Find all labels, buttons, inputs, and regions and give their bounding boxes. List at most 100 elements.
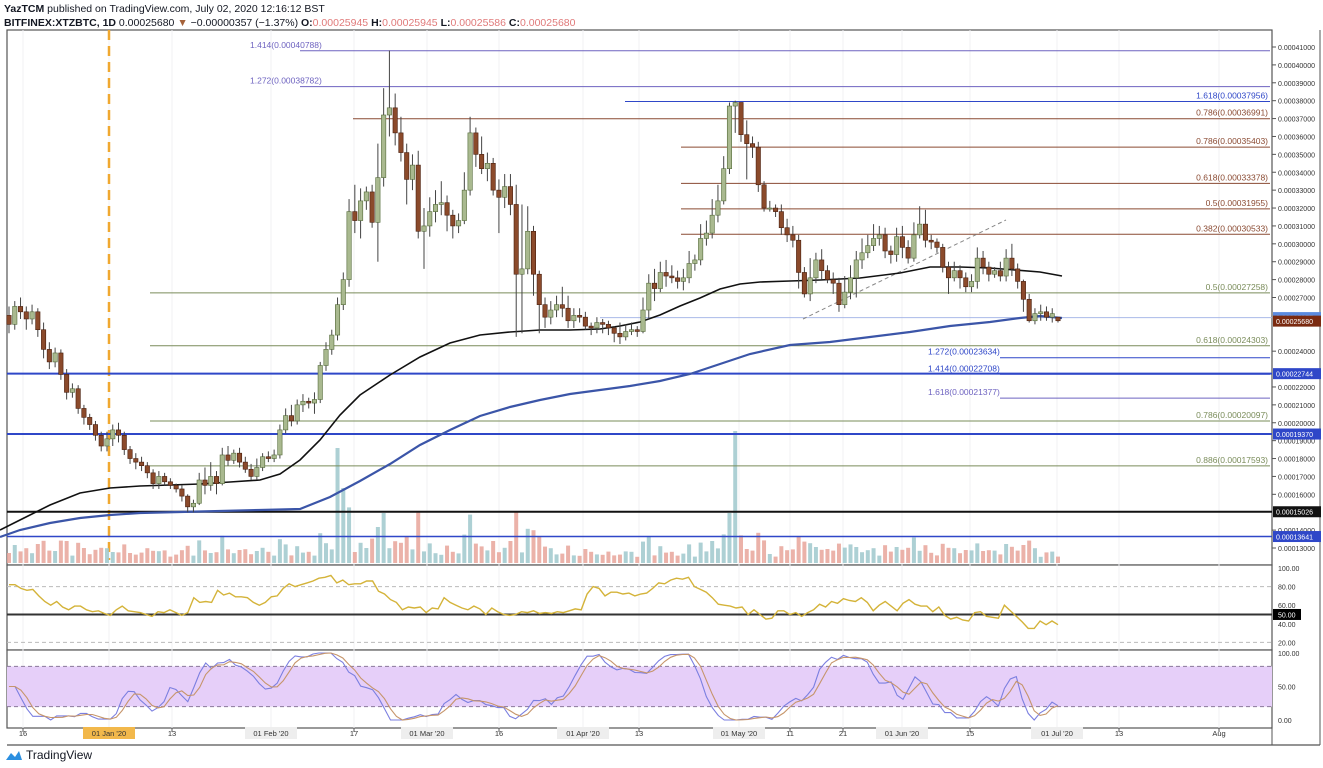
candle-up	[640, 309, 646, 332]
rsi-line	[9, 574, 1059, 630]
candle-up	[519, 268, 525, 275]
candle-down	[611, 327, 617, 334]
candle-up	[52, 352, 58, 363]
candle-up	[698, 238, 704, 261]
volume-bar	[594, 554, 599, 563]
moving-averages	[0, 266, 1063, 539]
volume-bar	[202, 550, 207, 563]
volume-bar	[848, 544, 853, 563]
candle-up	[438, 202, 444, 205]
volume-bar	[652, 555, 657, 563]
y-tick-label: 0.00041000	[1278, 45, 1315, 52]
y-tick-label: 0.00027000	[1278, 296, 1315, 303]
candle-down	[934, 241, 940, 248]
candle-down	[352, 211, 358, 221]
volume-bar	[254, 551, 259, 563]
candle-down	[1043, 311, 1049, 318]
volume-bar	[519, 552, 524, 563]
time-axis[interactable]: 16 01 Jan '20 13 01 Feb '20 17 01 Mar '20 16 01…	[19, 727, 1226, 739]
candle-up	[969, 281, 975, 288]
candle-down	[761, 184, 767, 209]
volume-bar	[491, 541, 496, 563]
volume-bar	[226, 549, 231, 563]
ma100-line	[0, 266, 1063, 531]
volume-bar	[571, 555, 576, 563]
volume-bar	[312, 555, 317, 563]
candle-down	[167, 481, 173, 486]
fib-level-label: 0.786(0.00020097)	[1196, 410, 1268, 420]
x-tick-label: 13	[635, 729, 643, 738]
candle-down	[888, 250, 894, 255]
y-tick-label: 0.00034000	[1278, 170, 1315, 177]
candle-down	[819, 259, 825, 271]
candle-down	[133, 458, 139, 463]
volume-bar	[894, 547, 899, 563]
volume-bar	[923, 545, 928, 563]
price-label-text: 0.00019370	[1276, 432, 1313, 439]
volume-bar	[64, 541, 69, 563]
candle-up	[271, 454, 277, 459]
volume-bar	[785, 550, 790, 563]
x-tick-label: 17	[350, 729, 358, 738]
fib-level-label: 0.5(0.00031955)	[1206, 198, 1269, 208]
volume-bar	[99, 547, 104, 563]
price-label-text: 0.00015026	[1276, 510, 1313, 517]
candle-down	[980, 257, 986, 268]
candle-up	[680, 277, 686, 282]
volume-bar	[162, 550, 167, 563]
candle-up	[433, 204, 439, 212]
rsi-tick-label: 80.00	[1278, 585, 1296, 592]
fibonacci-levels[interactable]: 1.414(0.00040788) 1.272(0.00038782) 1.618(…	[150, 40, 1270, 467]
volume-bar	[231, 553, 236, 563]
x-tick-badge	[876, 727, 928, 739]
y-tick-label: 0.00039000	[1278, 81, 1315, 88]
rsi-level-badge	[1273, 608, 1301, 620]
volume-bar	[727, 513, 732, 563]
y-tick-label: 0.00028000	[1278, 278, 1315, 285]
volume-bar	[802, 541, 807, 563]
volume-bar	[986, 550, 991, 563]
symbol-label[interactable]: BITFINEX:XTZBTC, 1D	[4, 17, 116, 29]
candle-down	[652, 282, 658, 289]
fib-level-label: 1.414(0.00040788)	[250, 40, 322, 50]
volume-bar	[93, 549, 98, 563]
volume-bar	[554, 554, 559, 563]
candle-up	[329, 334, 335, 350]
candle-up	[807, 277, 813, 295]
candle-down	[479, 154, 485, 169]
volume-bar	[375, 527, 380, 563]
volume-bar	[744, 549, 749, 563]
candle-down	[530, 230, 536, 275]
candle-down	[98, 434, 104, 447]
stoch-d-line	[9, 652, 1059, 721]
candle-up	[1038, 311, 1044, 314]
volume-bar	[104, 548, 109, 563]
candle-down	[6, 315, 12, 325]
candle-down	[490, 163, 496, 191]
candle-down	[922, 223, 928, 241]
volume-bar	[191, 555, 196, 563]
volume-bar	[825, 549, 830, 563]
candle-up	[876, 234, 882, 239]
volume-bar	[612, 555, 617, 563]
x-tick-label: 16	[495, 729, 503, 738]
candle-down	[288, 415, 294, 422]
volume-bar	[300, 552, 305, 563]
volume-bar	[179, 550, 184, 563]
volume-bar	[249, 554, 254, 563]
candle-up	[260, 456, 266, 468]
volume-bar	[1027, 540, 1032, 563]
volume-bar	[387, 548, 392, 563]
candle-down	[750, 143, 756, 148]
volume-bar	[76, 542, 81, 563]
fib-level-label: 0.618(0.00024303)	[1196, 335, 1268, 345]
price-label-badge	[1273, 428, 1321, 440]
tradingview-logo[interactable]: TradingView	[5, 748, 92, 762]
price-axis[interactable]: 0.00041000 0.00040000 0.00039000 0.00038000…	[1272, 45, 1321, 725]
candle-up	[917, 223, 923, 236]
candle-down	[663, 272, 669, 277]
candle-up	[853, 259, 859, 279]
candle-down	[536, 273, 542, 305]
stoch-k-line	[9, 652, 1059, 721]
